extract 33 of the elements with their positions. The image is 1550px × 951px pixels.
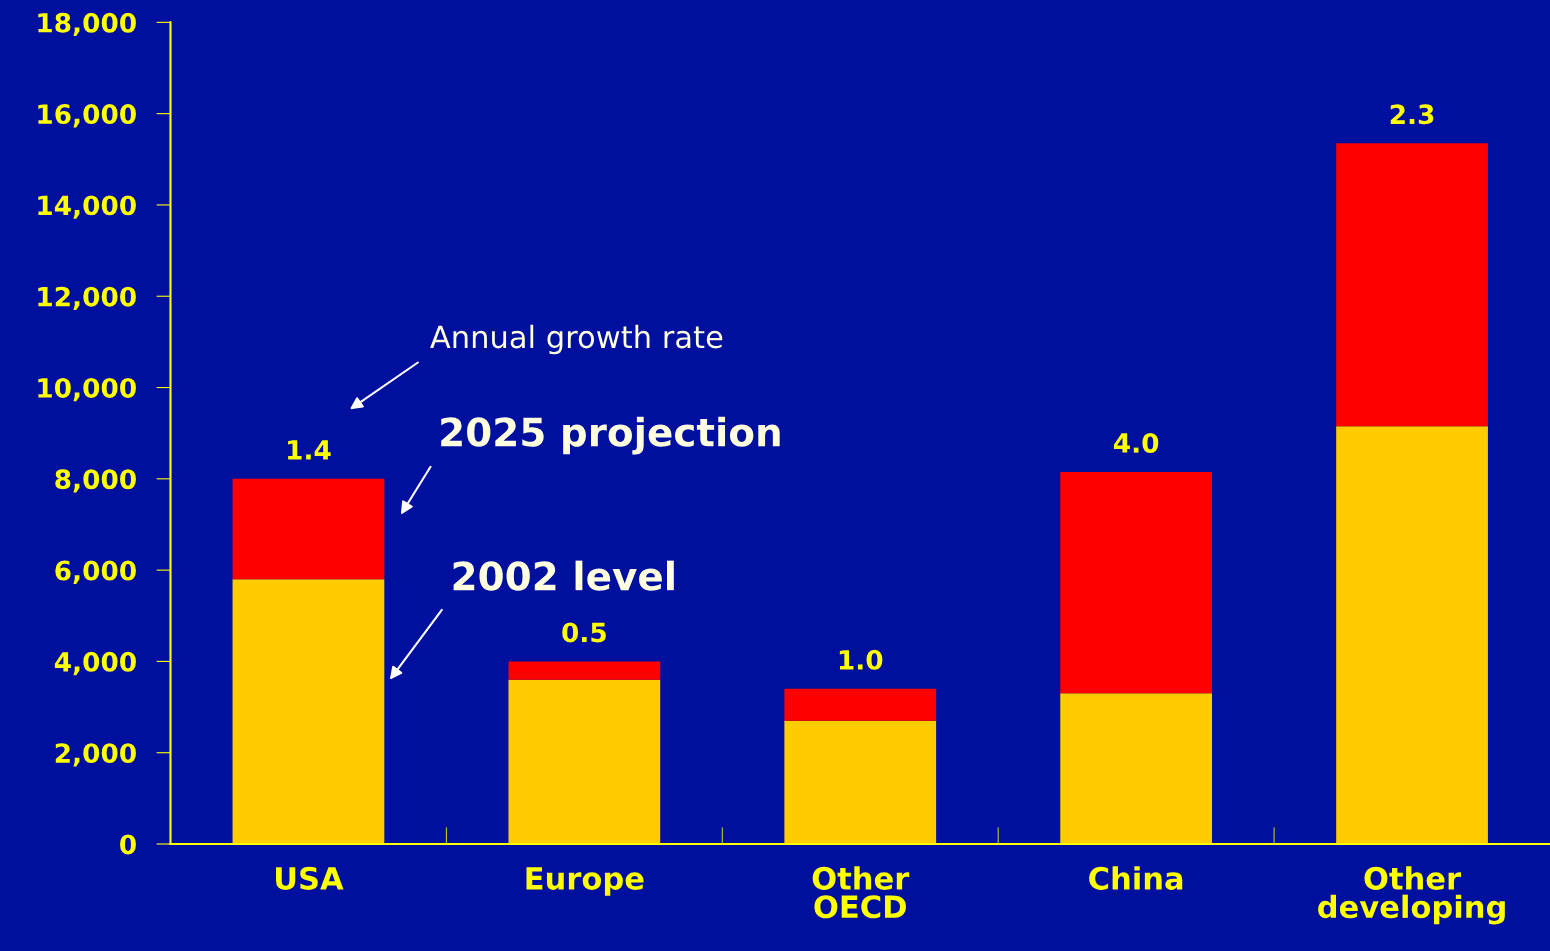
y-tick-label: 10,000 [38, 377, 136, 402]
bar [784, 720, 937, 845]
y-tick-label: 4,000 [54, 651, 136, 676]
annotation: 1.0 [839, 649, 883, 670]
x-tick-label: Other OECD [812, 866, 910, 919]
y-tick-label: 6,000 [55, 560, 136, 584]
x-tick-label: Other developing [1318, 866, 1505, 925]
bar [1336, 143, 1488, 427]
bar [1060, 693, 1213, 845]
y-tick-label: 16,000 [38, 104, 136, 128]
annotation: 2025 projection [441, 416, 780, 455]
annotation: 4.0 [1113, 433, 1159, 453]
x-tick-label: China [1089, 866, 1183, 890]
bar [232, 478, 385, 580]
y-tick-label: 2,000 [55, 743, 136, 767]
bar [232, 579, 385, 845]
bar [784, 688, 937, 721]
x-tick-label: Europe [526, 867, 644, 896]
annotation: 0.5 [562, 622, 606, 643]
annotation: Annual growth rate [430, 324, 723, 355]
annotation: 2002 level [453, 560, 674, 591]
bar [1060, 471, 1213, 694]
y-tick-label: 8,000 [55, 469, 136, 493]
y-tick-label: 14,000 [38, 195, 136, 219]
bar [1336, 426, 1488, 845]
y-tick-label: 12,000 [38, 286, 136, 311]
x-tick-label: USA [276, 866, 344, 890]
bar [508, 679, 661, 845]
bar [508, 661, 661, 680]
y-tick-label: 0 [120, 834, 136, 855]
annotation: 1.4 [288, 440, 331, 460]
annotation: 2.3 [1390, 104, 1434, 125]
y-tick-label: 18,000 [38, 12, 136, 37]
